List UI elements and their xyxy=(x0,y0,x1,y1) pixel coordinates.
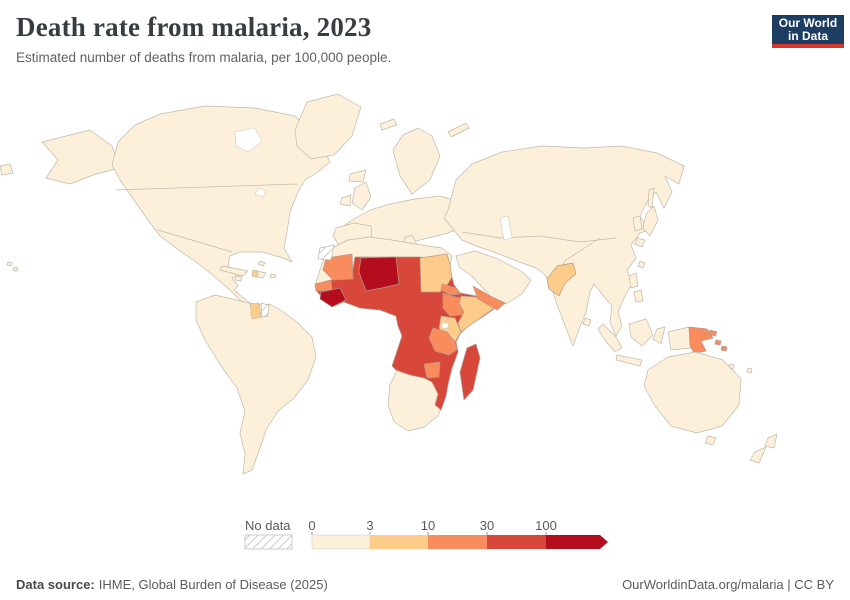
legend-no-data-label: No data xyxy=(245,518,291,533)
island-west-papua[interactable] xyxy=(667,326,692,351)
page-title: Death rate from malaria, 2023 xyxy=(16,12,372,42)
island-borneo[interactable] xyxy=(628,318,654,347)
country-taiwan[interactable] xyxy=(637,260,646,269)
legend-tick-30: 30 xyxy=(480,518,494,533)
island-sulawesi[interactable] xyxy=(652,326,666,345)
owid-logo-line2: in Data xyxy=(787,28,828,43)
island-sumatra[interactable] xyxy=(597,323,623,353)
region-subsaharan-africa-30-100[interactable] xyxy=(315,256,499,411)
region-south-america[interactable] xyxy=(195,294,317,475)
caspian-sea xyxy=(499,215,513,241)
country-niger[interactable] xyxy=(358,256,400,292)
country-papua-new-guinea[interactable] xyxy=(688,326,714,354)
country-haiti[interactable] xyxy=(251,269,259,278)
svalbard-islands[interactable] xyxy=(379,118,398,131)
data-source-text: IHME, Global Burden of Disease (2025) xyxy=(98,577,328,592)
country-new-zealand[interactable] xyxy=(749,433,778,464)
island-java[interactable] xyxy=(615,354,643,367)
country-western-sahara-no-data[interactable] xyxy=(317,244,335,261)
country-jamaica[interactable] xyxy=(234,275,243,282)
country-guinea[interactable] xyxy=(319,287,347,308)
owid-logo-line1: Our World xyxy=(778,15,838,30)
country-japan[interactable] xyxy=(634,205,659,248)
country-united-kingdom[interactable] xyxy=(351,181,372,211)
data-source-label: Data source: xyxy=(16,577,95,592)
region-scandinavia[interactable] xyxy=(392,127,441,195)
great-lakes xyxy=(254,187,267,198)
country-guyana[interactable] xyxy=(249,302,262,320)
legend-tick-0: 0 xyxy=(308,518,315,533)
island-tasmania[interactable] xyxy=(704,435,717,446)
country-australia[interactable] xyxy=(643,351,742,434)
legend-no-data-swatch[interactable] xyxy=(244,534,293,550)
region-arabian-peninsula[interactable] xyxy=(455,250,532,305)
island-new-britain[interactable] xyxy=(707,329,718,337)
country-mauritania[interactable] xyxy=(322,253,354,281)
chart-footer: Data source: IHME, Global Burden of Disea… xyxy=(0,577,850,592)
country-iceland[interactable] xyxy=(348,169,367,183)
chart-subtitle: Estimated number of deaths from malaria,… xyxy=(16,50,392,65)
country-solomon-islands[interactable] xyxy=(714,339,728,352)
legend-tick-100: 100 xyxy=(535,518,557,533)
country-alaska[interactable] xyxy=(41,129,121,185)
country-south-korea[interactable] xyxy=(632,215,643,232)
country-cuba[interactable] xyxy=(219,265,249,277)
country-zimbabwe[interactable] xyxy=(423,361,441,379)
country-eritrea[interactable] xyxy=(440,283,462,296)
country-greenland[interactable] xyxy=(294,93,362,160)
legend-bin-3-10[interactable] xyxy=(370,535,428,549)
legend-tick-10: 10 xyxy=(421,518,435,533)
hawaii-islands[interactable] xyxy=(6,261,19,272)
legend-bin-10-30[interactable] xyxy=(428,535,487,549)
hudson-bay xyxy=(234,127,263,153)
country-sudan[interactable] xyxy=(419,253,453,293)
country-sri-lanka[interactable] xyxy=(582,317,592,327)
country-puerto-rico[interactable] xyxy=(269,273,277,279)
world-map-svg xyxy=(0,93,778,475)
country-ireland[interactable] xyxy=(339,194,352,207)
us-mexico-border xyxy=(157,229,233,253)
country-bahamas[interactable] xyxy=(257,260,266,267)
sakhalin-island[interactable] xyxy=(647,187,655,209)
novaya-zemlya[interactable] xyxy=(447,122,470,138)
region-asia[interactable] xyxy=(443,145,685,347)
data-source: Data source: IHME, Global Burden of Disea… xyxy=(16,577,328,592)
country-yemen[interactable] xyxy=(472,285,506,311)
us-canada-border xyxy=(115,183,299,191)
legend-bin-30-100[interactable] xyxy=(487,535,546,549)
country-fiji[interactable] xyxy=(746,367,753,374)
country-philippines[interactable] xyxy=(628,272,644,303)
country-canada-usa-mexico[interactable] xyxy=(111,105,331,311)
owid-logo[interactable]: Our World in Data xyxy=(772,15,844,48)
world-map xyxy=(0,80,850,505)
chukotka-sliver[interactable] xyxy=(0,163,14,176)
map-legend: No data 0 3 10 30 100 xyxy=(240,510,620,556)
country-suriname-no-data[interactable] xyxy=(260,302,270,318)
country-pakistan[interactable] xyxy=(546,262,577,297)
legend-svg: No data 0 3 10 30 100 xyxy=(244,518,608,550)
country-tanzania[interactable] xyxy=(428,327,458,356)
legend-bin-100-plus[interactable] xyxy=(546,535,608,549)
legend-bin-0-3[interactable] xyxy=(311,534,371,550)
country-madagascar[interactable] xyxy=(459,343,481,401)
legend-tick-3: 3 xyxy=(366,518,373,533)
lake-victoria xyxy=(440,321,450,330)
license-link[interactable]: OurWorldinData.org/malaria | CC BY xyxy=(622,577,834,592)
